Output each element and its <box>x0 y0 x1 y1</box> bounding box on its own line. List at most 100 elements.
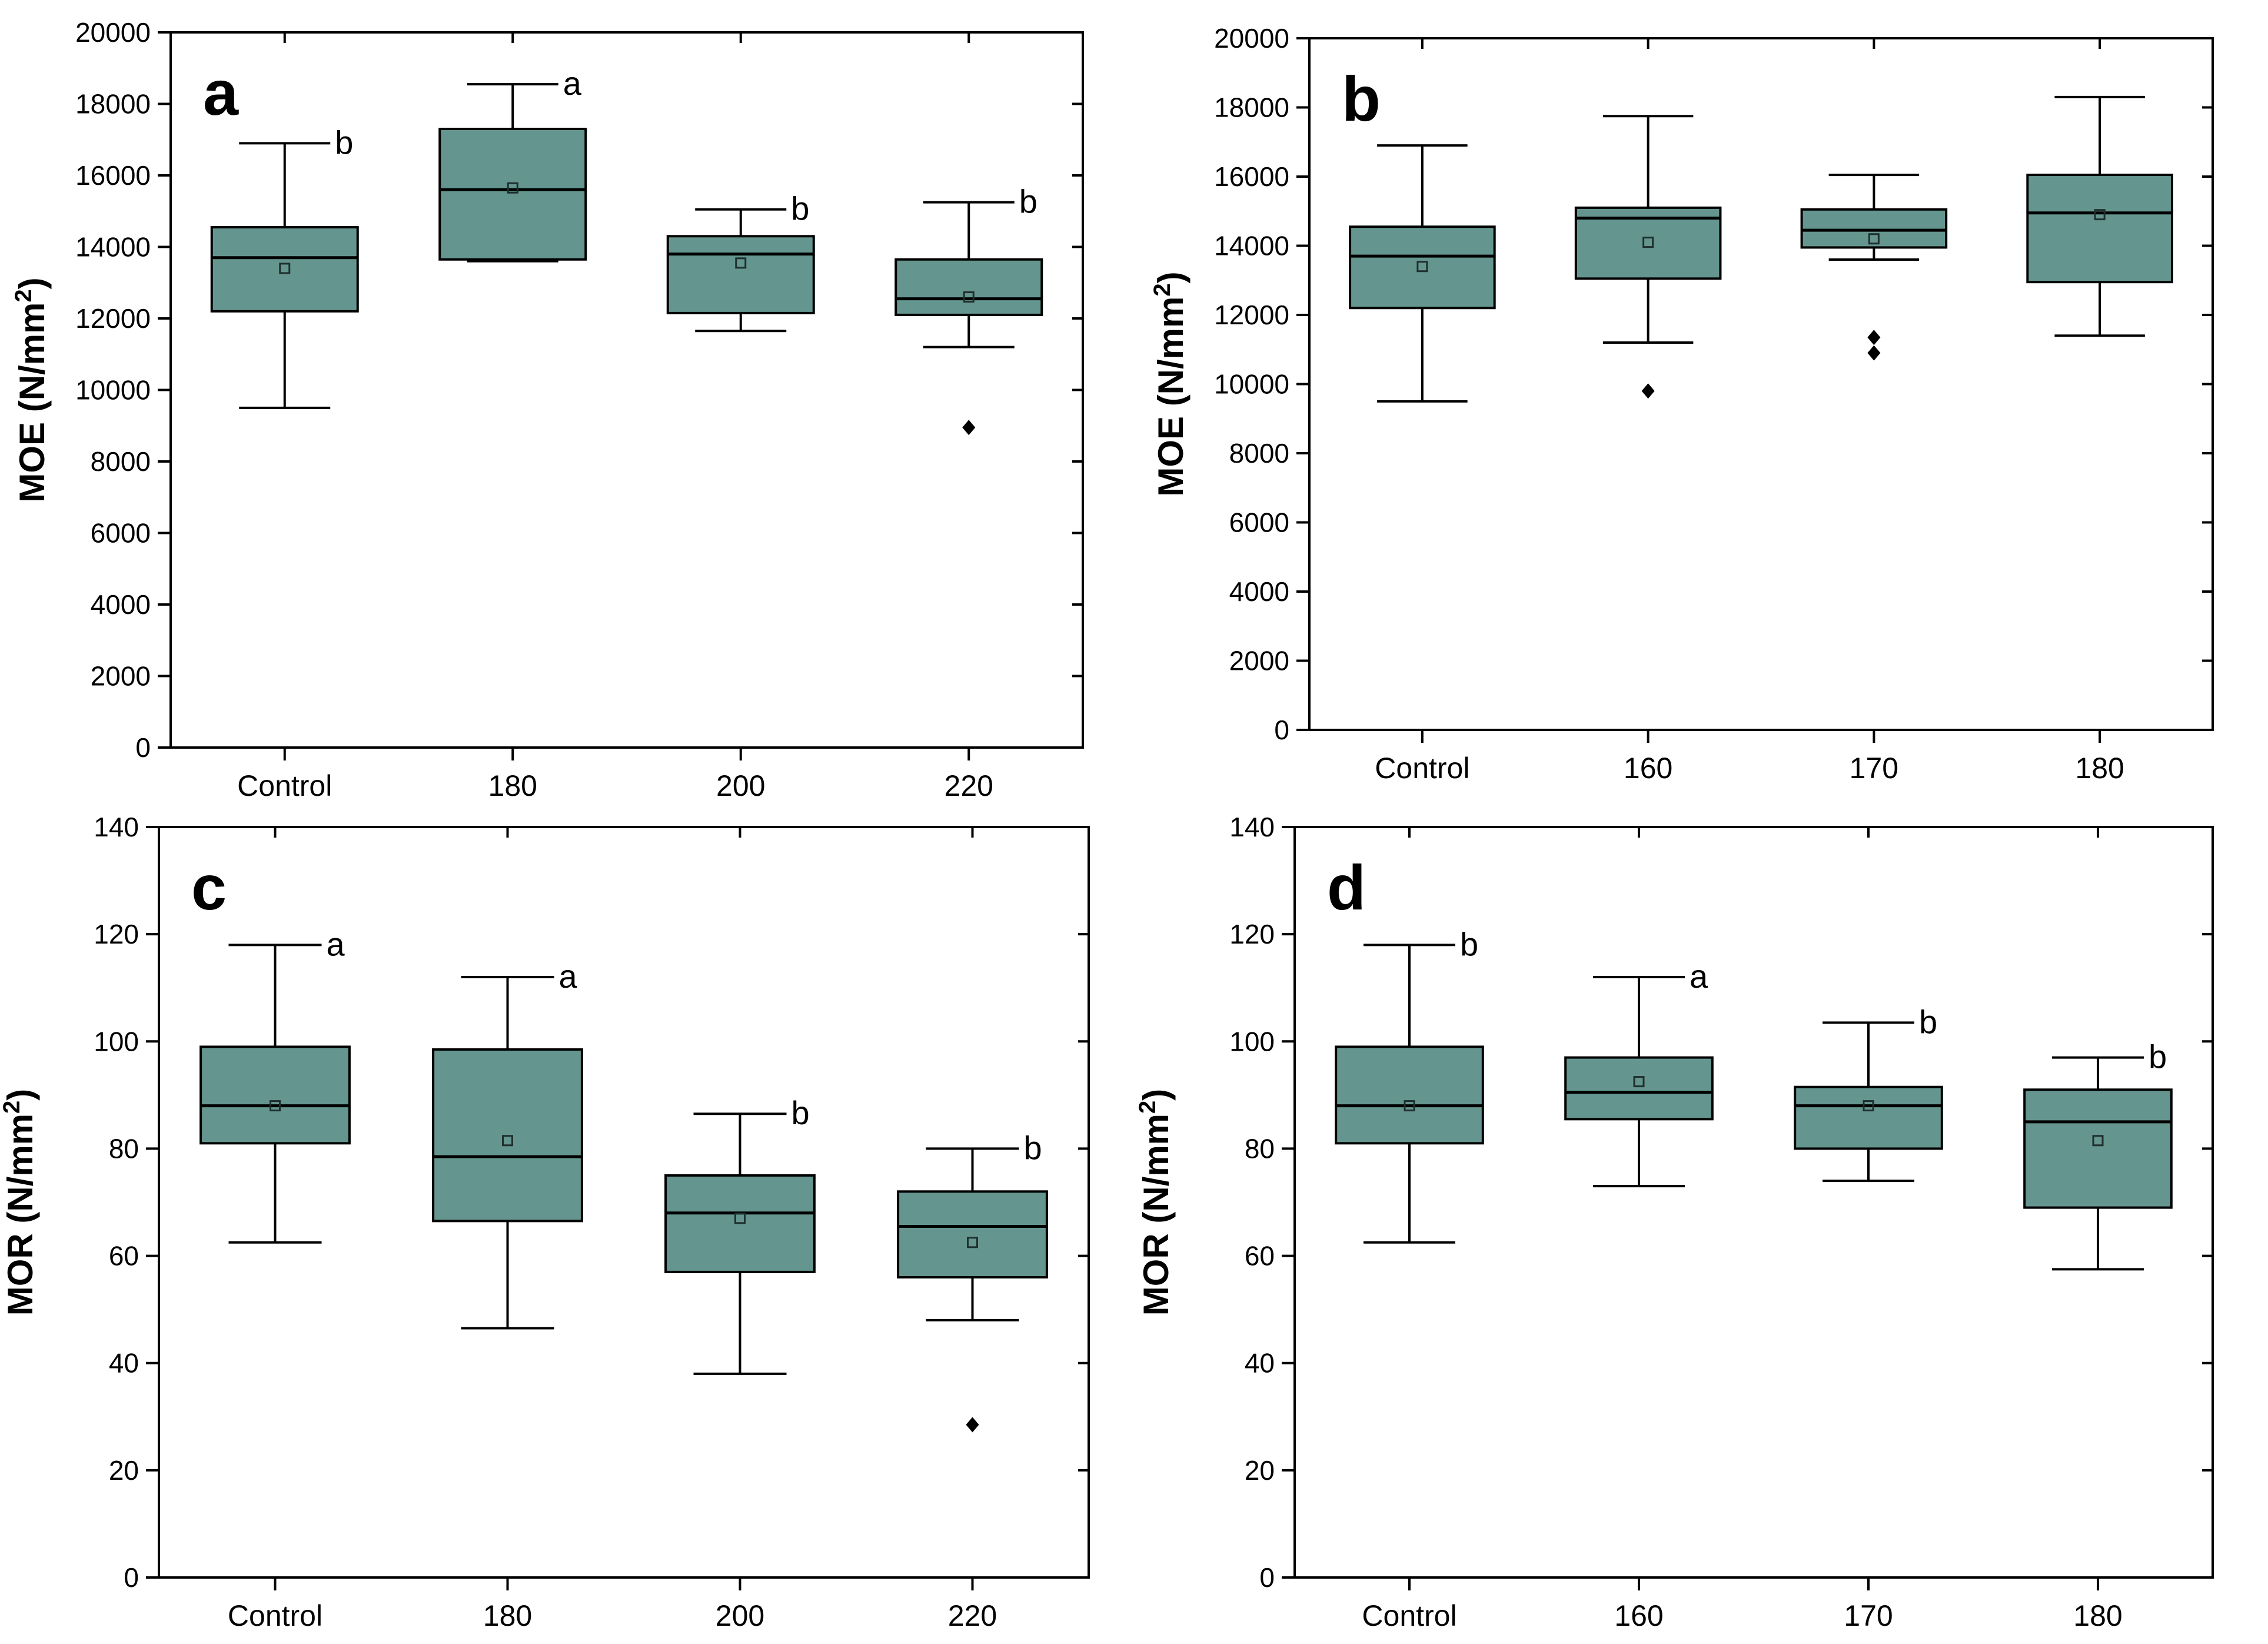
y-tick-label: 12000 <box>1214 300 1289 330</box>
x-tick-label: 170 <box>1844 1599 1893 1632</box>
y-tick-label: 14000 <box>75 232 151 263</box>
mean-marker <box>735 257 747 269</box>
x-tick-label: 160 <box>1614 1599 1663 1632</box>
iqr-box <box>438 128 587 261</box>
panel-label: a <box>203 57 239 128</box>
y-tick-label: 140 <box>1229 812 1275 842</box>
significance-letter: a <box>563 65 582 102</box>
y-axis-title: MOR (N/mm2) <box>1135 1089 1176 1316</box>
x-tick-label: 220 <box>945 769 993 802</box>
mean-marker <box>270 1100 281 1112</box>
y-tick-label: 60 <box>1245 1241 1275 1271</box>
box-1 <box>1574 115 1722 399</box>
y-axis-title-sup: 2 <box>1135 1101 1160 1114</box>
y-tick-label: 0 <box>1259 1562 1275 1593</box>
significance-letter: b <box>335 124 353 161</box>
panel-label: b <box>1342 63 1381 134</box>
mean-marker <box>507 182 518 194</box>
y-tick-label: 4000 <box>1229 576 1289 607</box>
box-1: a <box>1564 958 1714 1188</box>
iqr-box <box>210 226 359 313</box>
significance-letter: b <box>1019 183 1037 220</box>
x-tick-label: 170 <box>1850 752 1898 785</box>
mean-marker <box>963 291 975 303</box>
box-1: a <box>432 958 583 1330</box>
box-0 <box>1349 144 1496 403</box>
x-tick-label: Control <box>228 1599 322 1632</box>
y-axis-title: MOE (N/mm2) <box>1149 271 1190 496</box>
significance-letter: b <box>1460 925 1478 962</box>
plot-frame <box>169 31 1084 749</box>
panel-label: c <box>191 852 227 923</box>
mean-marker <box>1416 261 1428 273</box>
y-tick-label: 14000 <box>1214 231 1289 261</box>
y-axis-title-text: MOR (N/mm <box>1136 1114 1176 1316</box>
x-tick-label: 200 <box>716 769 765 802</box>
mean-marker <box>502 1135 513 1147</box>
significance-letter: b <box>1024 1129 1042 1166</box>
x-tick-label: Control <box>1362 1599 1456 1632</box>
box-3: b <box>2023 1038 2173 1271</box>
y-tick-label: 6000 <box>1229 507 1289 538</box>
y-tick-label: 18000 <box>75 89 151 119</box>
y-tick-label: 4000 <box>91 589 151 620</box>
panel-b: 0 2000 4000 6000 8000 10000 12000 14000 16000 180… <box>1149 23 2214 785</box>
x-tick-label: 180 <box>2073 1599 2122 1632</box>
y-tick-label: 40 <box>109 1348 139 1379</box>
y-axis-title: MOR (N/mm2) <box>0 1089 40 1316</box>
mean-marker <box>1863 1100 1874 1112</box>
iqr-box <box>666 235 815 314</box>
y-tick-label: 20000 <box>1214 23 1289 54</box>
y-tick-label: 16000 <box>1214 161 1289 192</box>
box-0: b <box>210 124 359 409</box>
mean-marker <box>1642 237 1654 248</box>
box-2: b <box>664 1094 816 1375</box>
y-axis-title-text: MOE (N/mm <box>1151 297 1190 497</box>
iqr-box <box>2023 1088 2173 1209</box>
y-tick-label: 0 <box>1274 715 1289 745</box>
x-tick-label: 180 <box>2075 752 2124 785</box>
x-tick-label: 220 <box>948 1599 997 1632</box>
box-1: a <box>438 65 587 263</box>
y-axis-title-close: ) <box>12 277 52 289</box>
outlier-point <box>1641 383 1655 399</box>
y-axis-title-close: ) <box>1151 271 1190 283</box>
y-tick-label: 12000 <box>75 303 151 334</box>
y-tick-label: 0 <box>124 1562 139 1593</box>
y-tick-label: 0 <box>135 732 151 763</box>
y-axis-title-close: ) <box>1136 1089 1176 1101</box>
iqr-box <box>1335 1045 1484 1145</box>
y-tick-label: 2000 <box>1229 646 1289 676</box>
iqr-box <box>1794 1085 1943 1150</box>
panel-a: 0 2000 4000 6000 8000 10000 12000 14000 16000 180… <box>11 17 1084 802</box>
x-tick-label: 200 <box>716 1599 764 1632</box>
outlier-point <box>1867 330 1881 346</box>
mean-marker <box>2092 1135 2104 1147</box>
box-0: a <box>199 925 351 1244</box>
x-tick-label: Control <box>237 769 332 802</box>
box-2 <box>1800 174 1948 361</box>
panel-c: 0 20 40 60 80 100 120 140 Control 180 200 220 MOR (N… <box>0 812 1090 1632</box>
y-tick-label: 16000 <box>75 160 151 191</box>
x-tick-label: 180 <box>488 769 537 802</box>
significance-letter: a <box>559 958 578 995</box>
y-tick-label: 20000 <box>75 17 151 48</box>
y-tick-label: 100 <box>1229 1026 1275 1057</box>
iqr-box <box>1564 1056 1714 1121</box>
iqr-box <box>199 1045 351 1145</box>
x-tick-label: Control <box>1375 752 1469 785</box>
y-tick-label: 100 <box>94 1026 139 1057</box>
outlier-point <box>966 1417 979 1433</box>
mean-marker <box>279 263 291 274</box>
plot-frame <box>1308 37 2214 731</box>
y-tick-label: 2000 <box>91 661 151 692</box>
box-2: b <box>666 190 815 333</box>
y-axis-title-close: ) <box>1 1089 40 1101</box>
significance-letter: a <box>327 925 345 962</box>
outlier-point <box>962 420 976 436</box>
mean-marker <box>2094 209 2106 221</box>
y-tick-label: 20 <box>1245 1455 1275 1486</box>
y-axis-title-text: MOR (N/mm <box>1 1114 40 1316</box>
y-axis-title-sup: 2 <box>1149 283 1175 296</box>
